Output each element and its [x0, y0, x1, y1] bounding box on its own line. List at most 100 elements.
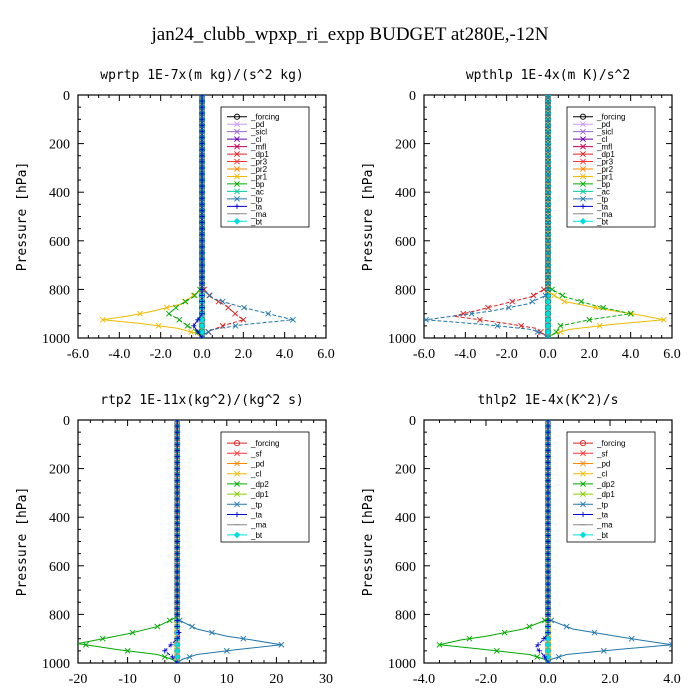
legend-item: _dp1	[227, 490, 269, 499]
data-point	[545, 280, 551, 287]
data-point	[545, 219, 551, 226]
legend: _forcing_sf _pd_cl_dp2_dp1_tp _ta_ma_bt	[220, 431, 310, 543]
legend-item: _pr2	[573, 165, 614, 174]
data-point	[545, 423, 551, 429]
x-tick-label: -2.0	[150, 347, 172, 362]
data-point	[545, 420, 551, 423]
panel-2: wpthlp 1E-4x(m K)/s^2 Pressure [hPa] -6.0 -…	[361, 68, 681, 362]
legend-marker	[580, 188, 586, 195]
data-point	[545, 472, 551, 478]
data-point	[545, 189, 551, 196]
data-point	[174, 466, 180, 472]
data-point	[542, 292, 549, 299]
y-tick-label: 0	[409, 414, 416, 429]
data-point	[476, 316, 483, 323]
legend-marker	[234, 143, 240, 150]
data-point	[534, 329, 541, 335]
data-point	[174, 490, 180, 496]
legend-marker	[234, 450, 240, 457]
data-point	[545, 140, 551, 147]
data-point	[199, 110, 205, 116]
data-point	[206, 292, 213, 299]
x-tick-label: -4.0	[108, 347, 130, 362]
data-point	[199, 280, 205, 286]
data-point	[195, 317, 201, 323]
data-point	[557, 322, 564, 329]
data-point	[545, 195, 551, 202]
y-tick-label: 800	[395, 283, 416, 298]
data-point	[290, 316, 296, 323]
data-point	[240, 316, 247, 323]
data-point	[168, 642, 174, 648]
data-point	[591, 629, 598, 636]
plot-area	[424, 95, 667, 338]
data-point	[545, 286, 551, 293]
data-point	[173, 647, 181, 655]
data-point	[189, 623, 195, 630]
panel-title: rtp2 1E-11x(kg^2)/(kg^2 s)	[100, 393, 304, 408]
data-point	[540, 286, 547, 293]
data-point	[545, 201, 551, 208]
data-point	[186, 654, 193, 660]
data-point	[545, 274, 551, 281]
data-point	[544, 653, 552, 661]
data-point	[265, 310, 272, 317]
y-tick-label: 600	[49, 560, 70, 575]
data-point	[545, 207, 551, 214]
data-point	[536, 648, 542, 654]
legend-marker	[579, 113, 587, 120]
legend-item: _sf	[573, 449, 608, 458]
data-point	[505, 304, 512, 311]
data-point	[174, 508, 180, 514]
data-point	[174, 526, 180, 532]
data-point	[545, 532, 551, 539]
legend-item: _sicl	[573, 128, 613, 137]
data-point	[199, 147, 205, 153]
data-point	[174, 472, 180, 478]
data-point	[545, 660, 551, 663]
data-point	[545, 526, 551, 532]
data-point	[545, 453, 551, 460]
data-point	[545, 581, 551, 587]
data-point	[199, 122, 205, 128]
data-point	[545, 164, 551, 171]
data-point	[162, 648, 168, 654]
legend-label: _ma	[596, 210, 613, 219]
data-point	[493, 647, 500, 654]
data-point	[199, 177, 205, 183]
data-point	[545, 158, 551, 165]
legend-item: _dp1	[227, 150, 269, 159]
data-point	[99, 635, 106, 642]
legend-item: _ma	[573, 521, 613, 530]
data-point	[545, 490, 551, 496]
data-point	[530, 292, 537, 299]
y-tick-label: 1000	[42, 657, 70, 672]
legend-marker	[234, 460, 240, 467]
data-point	[545, 183, 551, 190]
data-point	[198, 328, 206, 336]
x-tick-label: 20	[269, 672, 283, 687]
legend-item: _pr3	[227, 158, 268, 167]
data-point	[545, 508, 551, 514]
legend-label: _pr3	[596, 158, 614, 167]
series-tp	[424, 95, 551, 338]
legend-item: _forcing	[227, 439, 279, 448]
panel-title: thlp2 1E-4x(K^2)/s	[478, 393, 619, 408]
legend-item: _dp2	[227, 480, 269, 489]
legend-item: _dp1	[573, 150, 615, 159]
y-tick-label: 800	[49, 608, 70, 623]
legend-marker	[579, 217, 587, 225]
legend-label: _forcing	[596, 439, 625, 448]
y-tick-label: 400	[395, 186, 416, 201]
legend-label: _dp1	[596, 150, 615, 159]
data-point	[173, 653, 181, 661]
legend-marker	[580, 470, 586, 477]
legend-label: _cl	[596, 135, 607, 144]
legend-label: _sf	[596, 449, 608, 458]
data-point	[174, 484, 180, 490]
legend-marker	[234, 203, 240, 209]
legend-label: _dp2	[596, 480, 615, 489]
legend-item: _forcing	[573, 439, 625, 448]
data-point	[199, 95, 205, 98]
